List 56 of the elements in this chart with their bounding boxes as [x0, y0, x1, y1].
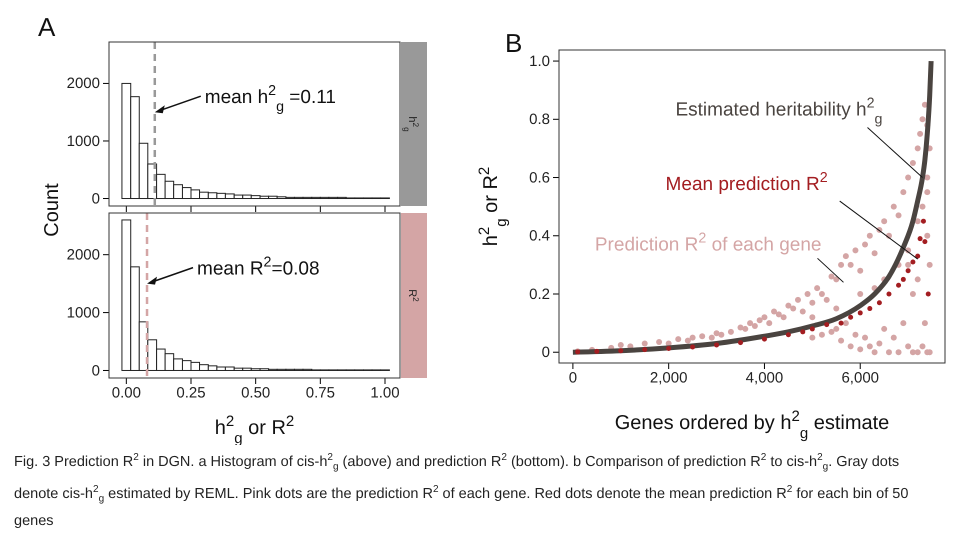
y-tick-label: 2000: [66, 75, 100, 92]
point: [926, 292, 931, 296]
y-tick-label: 0.4: [529, 228, 550, 245]
y-tick-label: 0: [542, 344, 550, 362]
x-tick-label: 0.00: [112, 384, 141, 402]
point: [922, 239, 928, 244]
point: [714, 342, 720, 348]
point: [920, 218, 926, 224]
point: [915, 254, 920, 259]
y-axis-title: Count: [41, 182, 63, 237]
y-tick-label: 2000: [66, 246, 100, 264]
point: [738, 340, 744, 346]
x-tick-label: 6,000: [841, 370, 880, 387]
y-tick-label: 0.2: [529, 286, 550, 303]
point: [690, 344, 696, 350]
annotation: mean R$^{2}$=0.08: [197, 254, 320, 280]
text: A: [38, 12, 56, 42]
x-tick-label: 4,000: [746, 370, 784, 387]
point: [786, 332, 791, 338]
y-tick-label: 1.0: [529, 52, 550, 70]
y-tick-label: 1000: [66, 132, 100, 150]
point: [800, 329, 806, 334]
annotation: Prediction R$^{2}$ of each gene: [594, 230, 822, 256]
point: [594, 348, 600, 354]
point: [910, 259, 916, 264]
y-tick-label: 1000: [66, 304, 100, 322]
point: [876, 300, 882, 306]
annotation: Mean prediction R$^{2}$: [666, 170, 828, 196]
x-tick-label: 2,000: [650, 370, 688, 387]
point: [838, 320, 844, 326]
text: B: [505, 28, 522, 58]
point: [906, 268, 911, 274]
text: Fig. 3 Prediction R$^{2}$ in DGN. a Histogram of cis-h$^{2}$$_{g}$ (above) and prediction R$^{2}$ (bottom). b Comparison of prediction R$^{2}$ to cis-h$^{2}$$_{g}$. Gray dots denote cis-h$^{2}$$_{g}$ estimated by REML. Pink dots are the prediction R$^{2}$ of each gene. Red dots denote the mean prediction R$^{2}$ for each bin of 50 genes: [14, 452, 908, 530]
point: [810, 326, 815, 332]
point: [918, 236, 923, 242]
point: [896, 282, 902, 288]
point: [666, 346, 672, 351]
point: [618, 348, 624, 354]
y-tick-label: 0.6: [529, 169, 550, 186]
x-tick-label: 0: [568, 370, 578, 387]
point: [824, 322, 830, 328]
x-axis-title: Genes ordered by h$^{2}$$_{g}$ estimate: [614, 408, 890, 442]
y-tick-label: 0.8: [529, 111, 550, 128]
point: [867, 306, 872, 312]
point: [848, 314, 854, 320]
point: [858, 310, 863, 316]
point: [642, 347, 648, 352]
point: [762, 336, 767, 342]
x-tick-label: 1.00: [370, 384, 400, 402]
point: [886, 292, 892, 296]
x-tick-label: 0.25: [176, 384, 206, 402]
point: [900, 276, 906, 282]
x-tick-label: 0.75: [306, 384, 335, 402]
annotation: mean h$^{2}$$_{g}$ =0.11: [204, 83, 336, 116]
y-tick-label: 0: [92, 190, 100, 208]
x-tick-label: 0.50: [241, 384, 270, 402]
